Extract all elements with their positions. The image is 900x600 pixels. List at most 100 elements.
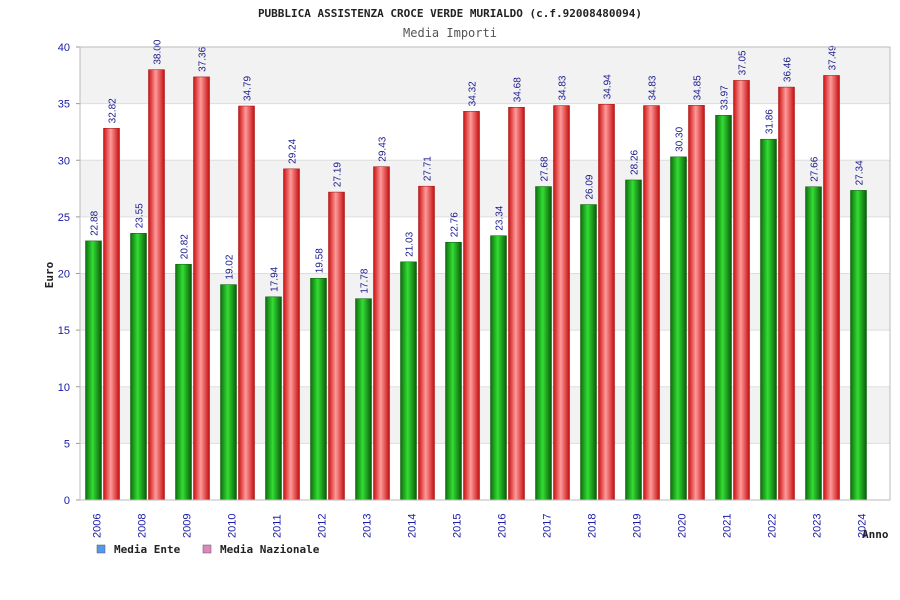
x-tick-label: 2019 bbox=[632, 514, 644, 538]
bar-media-nazionale bbox=[508, 106, 525, 501]
bar-media-ente bbox=[220, 284, 237, 501]
value-label-media-nazionale: 34.94 bbox=[603, 74, 614, 99]
x-tick-label: 2008 bbox=[137, 514, 149, 538]
x-tick-label: 2017 bbox=[542, 514, 554, 538]
bar-media-nazionale bbox=[103, 128, 120, 501]
bar-media-ente bbox=[85, 240, 102, 501]
y-tick-label: 5 bbox=[64, 438, 70, 450]
value-label-media-nazionale: 38.00 bbox=[153, 39, 164, 64]
bar-media-ente bbox=[760, 138, 777, 501]
x-tick-label: 2022 bbox=[767, 514, 779, 538]
value-label-media-ente: 27.68 bbox=[540, 156, 551, 181]
value-label-media-nazionale: 32.82 bbox=[108, 98, 119, 123]
bar-media-ente bbox=[400, 261, 417, 501]
bar-media-ente bbox=[805, 186, 822, 501]
bars bbox=[85, 69, 867, 501]
value-label-media-ente: 22.88 bbox=[90, 210, 101, 235]
value-label-media-nazionale: 34.32 bbox=[468, 81, 479, 106]
bar-media-nazionale bbox=[463, 111, 480, 501]
value-label-media-ente: 19.58 bbox=[315, 248, 326, 273]
value-labels: 22.88 32.82 23.55 38.00 20.82 37.36 19.02 34.79… bbox=[90, 39, 866, 293]
plot-band bbox=[80, 330, 890, 387]
bar-media-nazionale bbox=[238, 105, 255, 501]
bar-media-ente bbox=[670, 156, 687, 501]
legend-label-media-ente: Media Ente bbox=[114, 543, 181, 556]
value-label-media-nazionale: 29.43 bbox=[378, 136, 389, 161]
value-label-media-nazionale: 27.71 bbox=[423, 156, 434, 181]
value-label-media-ente: 21.03 bbox=[405, 231, 416, 256]
value-label-media-ente: 26.09 bbox=[585, 174, 596, 199]
bar-media-ente bbox=[715, 115, 732, 501]
bar-media-nazionale bbox=[328, 191, 345, 501]
value-label-media-ente: 28.26 bbox=[630, 149, 641, 174]
x-tick-label: 2013 bbox=[362, 514, 374, 538]
y-axis-label: Euro bbox=[43, 261, 56, 288]
value-label-media-nazionale: 34.85 bbox=[693, 75, 704, 100]
bar-media-ente bbox=[130, 233, 147, 501]
bar-media-nazionale bbox=[553, 105, 570, 501]
bar-media-ente bbox=[850, 190, 867, 501]
plot-band bbox=[80, 273, 890, 331]
x-tick-label: 2015 bbox=[452, 514, 464, 538]
bar-media-ente bbox=[535, 186, 552, 501]
x-tick-label: 2012 bbox=[317, 514, 329, 538]
y-tick-label: 40 bbox=[58, 42, 70, 54]
legend-label-media-nazionale: Media Nazionale bbox=[220, 543, 320, 556]
plot-band bbox=[80, 103, 890, 161]
x-tick-label: 2024 bbox=[857, 514, 869, 538]
bar-media-nazionale bbox=[733, 80, 750, 501]
x-tick-label: 2018 bbox=[587, 514, 599, 538]
bar-media-ente bbox=[445, 241, 462, 501]
bar-media-ente bbox=[265, 296, 282, 501]
chart-title: PUBBLICA ASSISTENZA CROCE VERDE MURIALDO… bbox=[258, 7, 642, 20]
value-label-media-ente: 20.82 bbox=[180, 234, 191, 259]
bar-media-nazionale bbox=[148, 69, 165, 501]
bar-media-nazionale bbox=[283, 168, 300, 501]
y-tick-label: 25 bbox=[58, 212, 70, 224]
plot-background bbox=[80, 47, 890, 500]
bar-media-ente bbox=[490, 235, 507, 501]
y-axis-ticks: 0 5 10 15 20 25 30 35 40 bbox=[58, 42, 80, 507]
value-label-media-ente: 33.97 bbox=[720, 85, 731, 110]
bar-media-nazionale bbox=[688, 105, 705, 501]
bar-media-nazionale bbox=[193, 76, 210, 501]
legend: Media Ente Media Nazionale bbox=[96, 543, 320, 556]
value-label-media-ente: 22.76 bbox=[450, 212, 461, 237]
plot-band bbox=[80, 216, 890, 274]
legend-swatch-media-ente bbox=[96, 544, 106, 554]
bar-media-ente bbox=[175, 263, 192, 501]
x-tick-label: 2023 bbox=[812, 514, 824, 538]
value-label-media-nazionale: 37.05 bbox=[738, 50, 749, 75]
value-label-media-ente: 23.34 bbox=[495, 205, 506, 230]
bar-media-ente bbox=[355, 298, 372, 501]
bar-media-ente bbox=[625, 179, 642, 501]
value-label-media-ente: 27.66 bbox=[810, 156, 821, 181]
plot-band bbox=[80, 47, 890, 104]
value-label-media-ente: 27.34 bbox=[855, 160, 866, 185]
value-label-media-nazionale: 36.46 bbox=[783, 57, 794, 82]
x-tick-label: 2009 bbox=[182, 514, 194, 538]
value-label-media-nazionale: 37.49 bbox=[828, 45, 839, 70]
x-tick-label: 2011 bbox=[272, 514, 284, 538]
value-label-media-nazionale: 34.83 bbox=[558, 75, 569, 100]
bar-media-nazionale bbox=[778, 86, 795, 501]
plot-band bbox=[80, 443, 890, 500]
value-label-media-ente: 30.30 bbox=[675, 126, 686, 151]
value-label-media-ente: 23.55 bbox=[135, 203, 146, 228]
chart-subtitle: Media Importi bbox=[403, 26, 497, 40]
value-label-media-nazionale: 34.83 bbox=[648, 75, 659, 100]
y-tick-label: 0 bbox=[64, 495, 70, 507]
plot-frame bbox=[79, 46, 891, 501]
value-label-media-nazionale: 34.79 bbox=[243, 76, 254, 101]
value-label-media-nazionale: 37.36 bbox=[198, 46, 209, 71]
plot-band bbox=[80, 160, 890, 217]
y-tick-label: 35 bbox=[58, 99, 70, 111]
x-tick-label: 2021 bbox=[722, 514, 734, 538]
value-label-media-ente: 17.94 bbox=[270, 266, 281, 291]
x-tick-label: 2016 bbox=[497, 514, 509, 538]
value-label-media-ente: 17.78 bbox=[360, 268, 371, 293]
x-axis-label: Anno bbox=[862, 528, 889, 541]
bar-media-nazionale bbox=[643, 105, 660, 501]
value-label-media-nazionale: 34.68 bbox=[513, 77, 524, 102]
